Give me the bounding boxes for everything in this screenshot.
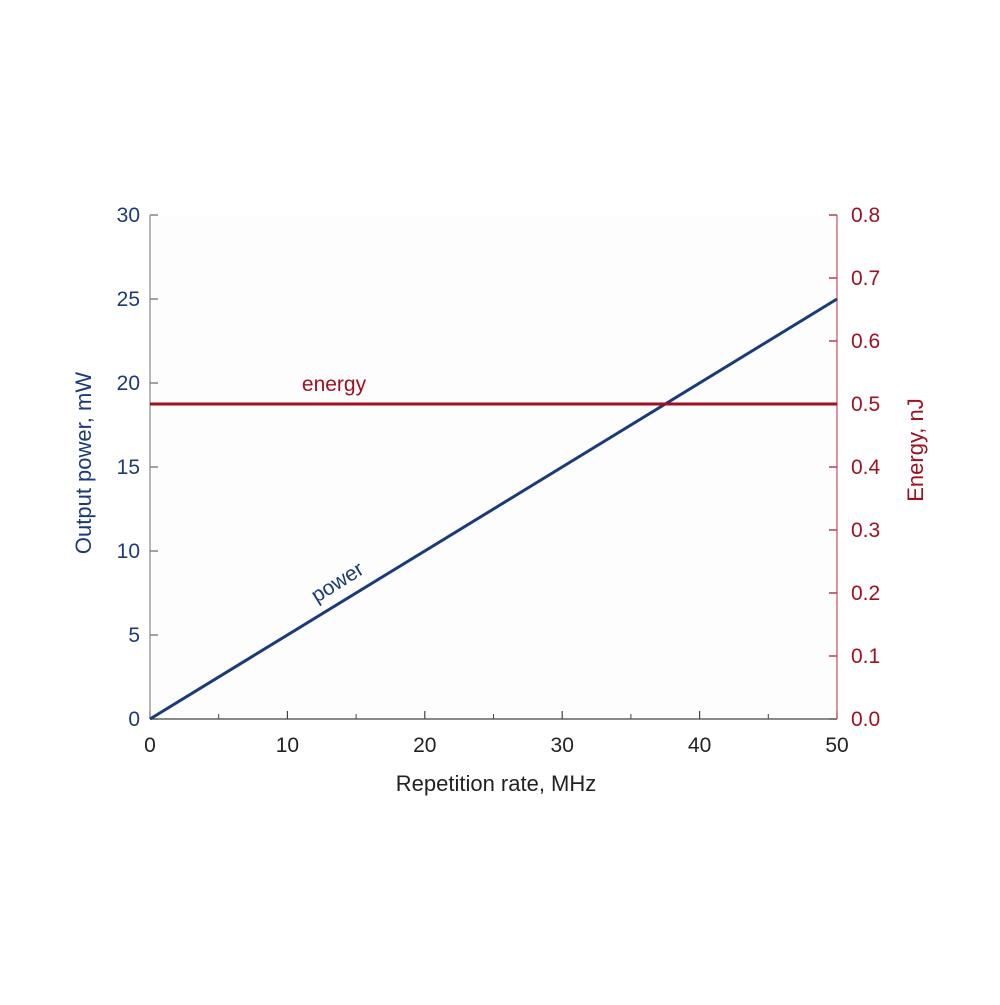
y-left-ticks: 0 5 10 15 20 25 30 bbox=[117, 204, 158, 731]
series-line-power bbox=[149, 297, 838, 721]
y-right-tick-label: 0.5 bbox=[851, 393, 880, 416]
y-left-tick-label: 0 bbox=[128, 708, 140, 731]
y-right-tick-label: 0.3 bbox=[851, 519, 880, 542]
y-right-tick-label: 0.6 bbox=[851, 330, 880, 353]
y-left-axis-title: Output power, mW bbox=[71, 372, 96, 554]
x-ticks: 0 10 20 30 40 50 bbox=[144, 711, 849, 757]
series-label-energy: energy bbox=[302, 373, 367, 396]
x-tick-label: 0 bbox=[144, 734, 156, 757]
x-tick-label: 20 bbox=[413, 734, 436, 757]
x-axis-title: Repetition rate, MHz bbox=[396, 771, 597, 796]
y-right-ticks: 0.0 0.1 0.2 0.3 0.4 0.5 0.6 0.7 0.8 bbox=[829, 204, 881, 731]
y-right-tick-label: 0.1 bbox=[851, 645, 880, 668]
y-left-tick-label: 20 bbox=[117, 372, 140, 395]
series-layer bbox=[149, 297, 838, 721]
y-right-tick-label: 0.0 bbox=[851, 708, 880, 731]
x-tick-label: 40 bbox=[688, 734, 711, 757]
y-left-tick-label: 5 bbox=[128, 624, 140, 647]
y-right-tick-label: 0.8 bbox=[851, 204, 880, 227]
y-right-axis-title: Energy, nJ bbox=[903, 398, 928, 502]
y-right-tick-label: 0.2 bbox=[851, 582, 880, 605]
y-right-tick-label: 0.4 bbox=[851, 456, 881, 479]
x-tick-label: 10 bbox=[276, 734, 299, 757]
y-left-tick-label: 10 bbox=[117, 540, 140, 563]
y-left-tick-label: 15 bbox=[117, 456, 140, 479]
x-tick-label: 30 bbox=[551, 734, 574, 757]
y-left-tick-label: 25 bbox=[117, 288, 140, 311]
y-right-tick-label: 0.7 bbox=[851, 267, 880, 290]
plot-area bbox=[150, 215, 837, 719]
y-left-tick-label: 30 bbox=[117, 204, 140, 227]
x-tick-label: 50 bbox=[825, 734, 848, 757]
